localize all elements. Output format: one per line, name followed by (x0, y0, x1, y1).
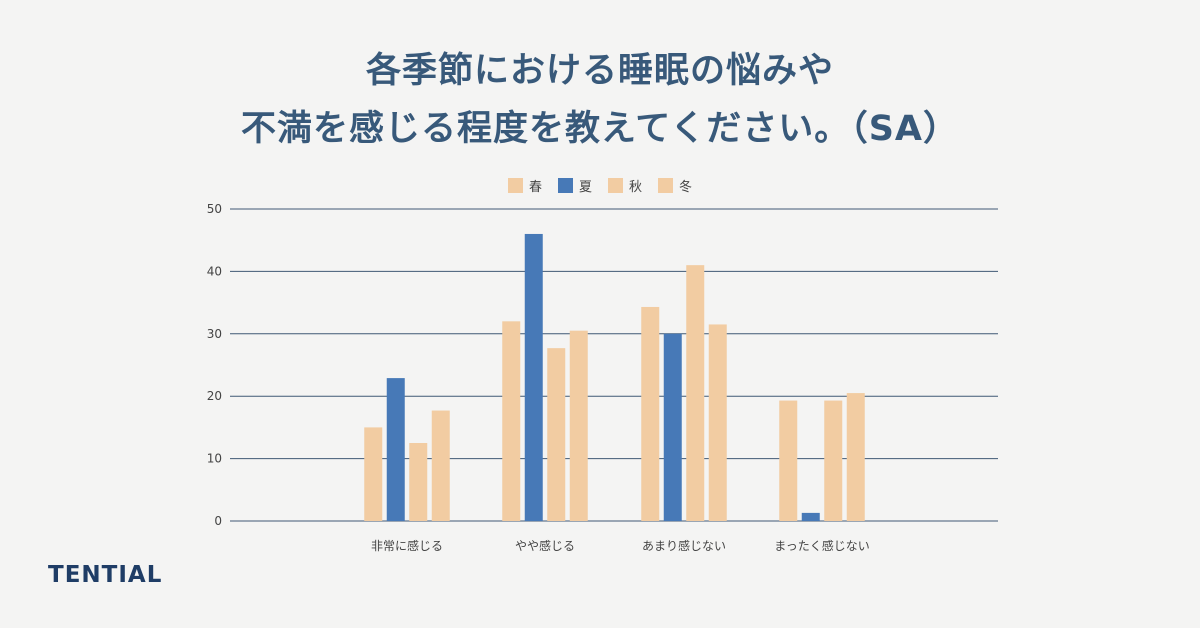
legend-item-winter: 冬 (658, 176, 692, 195)
legend-label-summer: 夏 (578, 180, 592, 195)
bar (547, 348, 566, 521)
legend-item-spring: 春 (507, 176, 542, 195)
bar (502, 321, 521, 521)
y-tick-label: 0 (214, 514, 222, 528)
title-line-2: 不満を感じる程度を教えてください。（SA） (241, 109, 959, 149)
legend-label-spring: 春 (528, 180, 542, 195)
x-tick-label: まったく感じない (774, 538, 870, 553)
x-tick-label: あまり感じない (642, 538, 726, 553)
bar (824, 400, 843, 521)
bar (569, 330, 588, 521)
bar (846, 393, 865, 521)
bar (801, 512, 820, 521)
y-tick-label: 50 (207, 202, 222, 216)
legend-label-winter: 冬 (679, 180, 693, 195)
bar (708, 324, 727, 521)
y-tick-label: 10 (207, 452, 222, 466)
x-tick-label: やや感じる (515, 538, 575, 553)
bar (779, 400, 798, 521)
legend-swatch-spring (507, 178, 523, 193)
legend-item-summer: 夏 (557, 176, 592, 195)
bar (409, 443, 428, 521)
x-tick-label: 非常に感じる (371, 538, 443, 553)
y-tick-label: 40 (207, 264, 222, 278)
legend-item-autumn: 秋 (608, 176, 642, 195)
y-tick-label: 20 (207, 389, 222, 403)
chart-title: 各季節における睡眠の悩みや 不満を感じる程度を教えてください。（SA） (0, 42, 1200, 158)
legend-swatch-summer (557, 178, 573, 193)
legend-swatch-winter (658, 178, 674, 193)
bar (524, 233, 543, 521)
bar (641, 306, 660, 521)
bar (431, 410, 450, 521)
bar (364, 427, 383, 521)
brand-logo: TENTIAL (48, 562, 163, 588)
bar (663, 333, 682, 521)
legend-swatch-autumn (608, 178, 623, 193)
legend: 春 夏 秋 冬 (0, 176, 1200, 195)
y-tick-label: 30 (207, 327, 222, 341)
legend-label-autumn: 秋 (629, 180, 643, 195)
title-line-1: 各季節における睡眠の悩みや (365, 51, 834, 91)
bar (386, 378, 405, 521)
bar (686, 265, 705, 521)
